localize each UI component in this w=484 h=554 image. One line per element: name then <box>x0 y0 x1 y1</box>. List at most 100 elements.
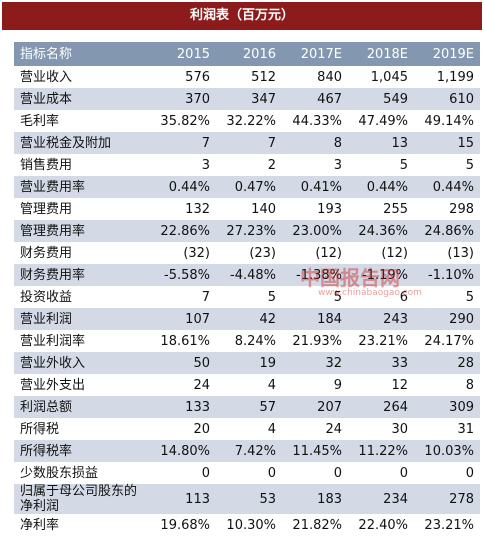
table-row: 少数股东损益 0 0 0 0 0 <box>14 462 480 484</box>
value-cell: 49.14% <box>424 113 474 129</box>
value-cell: 309 <box>414 396 480 418</box>
table-row: 毛利率 35.82% 32.22% 44.33% 47.49% 49.14% <box>14 110 480 132</box>
value-cell: 20 <box>193 421 210 437</box>
value-cell: 184 <box>282 308 348 330</box>
value-cell: 28 <box>414 352 480 374</box>
label-cell: 营业成本 <box>14 88 150 110</box>
value-cell: 7 <box>201 289 210 305</box>
header-cell: 2015 <box>150 42 216 66</box>
table-row: 营业成本 370 347 467 549 610 <box>14 88 480 110</box>
table-row: 投资收益 7 5 5 6 5 <box>14 286 480 308</box>
table-row: 管理费用 132 140 193 255 298 <box>14 198 480 220</box>
value-cell: 11.45% <box>282 440 348 462</box>
value-cell: 0.41% <box>282 176 348 198</box>
value-cell: 19 <box>216 352 282 374</box>
table-body: 营业收入 576 512 840 1,045 1,199 营业成本 370 347 467 549 6… <box>14 66 480 536</box>
label-cell: 投资收益 <box>20 289 73 305</box>
value-cell: 9 <box>333 377 342 393</box>
value-cell: 0 <box>399 465 408 481</box>
label-cell: 财务费用率 <box>14 264 150 286</box>
label-cell: 营业费用率 <box>14 176 150 198</box>
value-cell: 5 <box>465 157 474 173</box>
value-cell: 0 <box>465 465 474 481</box>
table-row: 营业利润 107 42 184 243 290 <box>14 308 480 330</box>
income-table: 指标名称 2015 2016 2017E 2018E 2019E 营业收入 576 512 84… <box>14 42 480 536</box>
value-cell: 347 <box>216 88 282 110</box>
value-cell: 107 <box>150 308 216 330</box>
value-cell: 193 <box>317 201 342 217</box>
value-cell: 132 <box>185 201 210 217</box>
value-cell: 11.22% <box>348 440 414 462</box>
label-cell: 利润总额 <box>14 396 150 418</box>
value-cell: -1.10% <box>414 264 480 286</box>
label-cell: 管理费用 <box>20 201 73 217</box>
header-cell: 指标名称 <box>14 42 150 66</box>
value-cell: 50 <box>150 352 216 374</box>
value-cell: 512 <box>251 69 276 85</box>
value-cell: 57 <box>216 396 282 418</box>
table-title: 利润表（百万元） <box>2 2 482 30</box>
value-cell: 27.23% <box>216 220 282 242</box>
value-cell: 22.40% <box>358 517 408 533</box>
value-cell: 14.80% <box>150 440 216 462</box>
table-row: 所得税率 14.80% 7.42% 11.45% 11.22% 10.03% <box>14 440 480 462</box>
label-cell: 销售费用 <box>20 157 73 173</box>
value-cell: -1.19% <box>348 264 414 286</box>
value-cell: (32) <box>183 245 210 261</box>
value-cell: 7 <box>216 132 282 154</box>
table-row: 利润总额 133 57 207 264 309 <box>14 396 480 418</box>
value-cell: 113 <box>150 484 216 514</box>
value-cell: 10.30% <box>226 517 276 533</box>
value-cell: 23.00% <box>282 220 348 242</box>
value-cell: 278 <box>414 484 480 514</box>
value-cell: 21.93% <box>292 333 342 349</box>
table-row: 管理费用率 22.86% 27.23% 23.00% 24.36% 24.86% <box>14 220 480 242</box>
value-cell: 0 <box>267 465 276 481</box>
value-cell: -5.58% <box>150 264 216 286</box>
value-cell: 467 <box>282 88 348 110</box>
value-cell: 15 <box>414 132 480 154</box>
value-cell: 243 <box>348 308 414 330</box>
value-cell: 133 <box>150 396 216 418</box>
label-cell: 毛利率 <box>20 113 60 129</box>
table-row: 销售费用 3 2 3 5 5 <box>14 154 480 176</box>
value-cell: 53 <box>216 484 282 514</box>
value-cell: 8 <box>465 377 474 393</box>
value-cell: 0.47% <box>216 176 282 198</box>
value-cell: 370 <box>150 88 216 110</box>
value-cell: 24 <box>193 377 210 393</box>
value-cell: -1.38% <box>282 264 348 286</box>
value-cell: 8.24% <box>234 333 276 349</box>
value-cell: 18.61% <box>160 333 210 349</box>
value-cell: 255 <box>383 201 408 217</box>
value-cell: 23.21% <box>424 517 474 533</box>
value-cell: (12) <box>381 245 408 261</box>
value-cell: 0.44% <box>348 176 414 198</box>
header-cell: 2019E <box>414 42 480 66</box>
value-cell: 7.42% <box>216 440 282 462</box>
value-cell: 264 <box>348 396 414 418</box>
table-row: 营业利润率 18.61% 8.24% 21.93% 23.21% 24.17% <box>14 330 480 352</box>
label-cell: 财务费用 <box>20 245 73 261</box>
header-cell: 2016 <box>216 42 282 66</box>
value-cell: 0 <box>201 465 210 481</box>
value-cell: 298 <box>449 201 474 217</box>
value-cell: 234 <box>348 484 414 514</box>
value-cell: 21.82% <box>292 517 342 533</box>
value-cell: 8 <box>282 132 348 154</box>
value-cell: 31 <box>457 421 474 437</box>
value-cell: 840 <box>317 69 342 85</box>
value-cell: 35.82% <box>160 113 210 129</box>
table-row: 财务费用 (32) (23) (12) (12) (13) <box>14 242 480 264</box>
value-cell: 4 <box>267 421 276 437</box>
value-cell: 1,045 <box>370 69 408 85</box>
value-cell: 30 <box>391 421 408 437</box>
table-row: 营业税金及附加 7 7 8 13 15 <box>14 132 480 154</box>
value-cell: (13) <box>447 245 474 261</box>
label-cell: 所得税 <box>20 421 60 437</box>
table-row: 营业外收入 50 19 32 33 28 <box>14 352 480 374</box>
label-cell: 营业利润 <box>14 308 150 330</box>
table-row: 所得税 20 4 24 30 31 <box>14 418 480 440</box>
table-row: 营业外支出 24 4 9 12 8 <box>14 374 480 396</box>
